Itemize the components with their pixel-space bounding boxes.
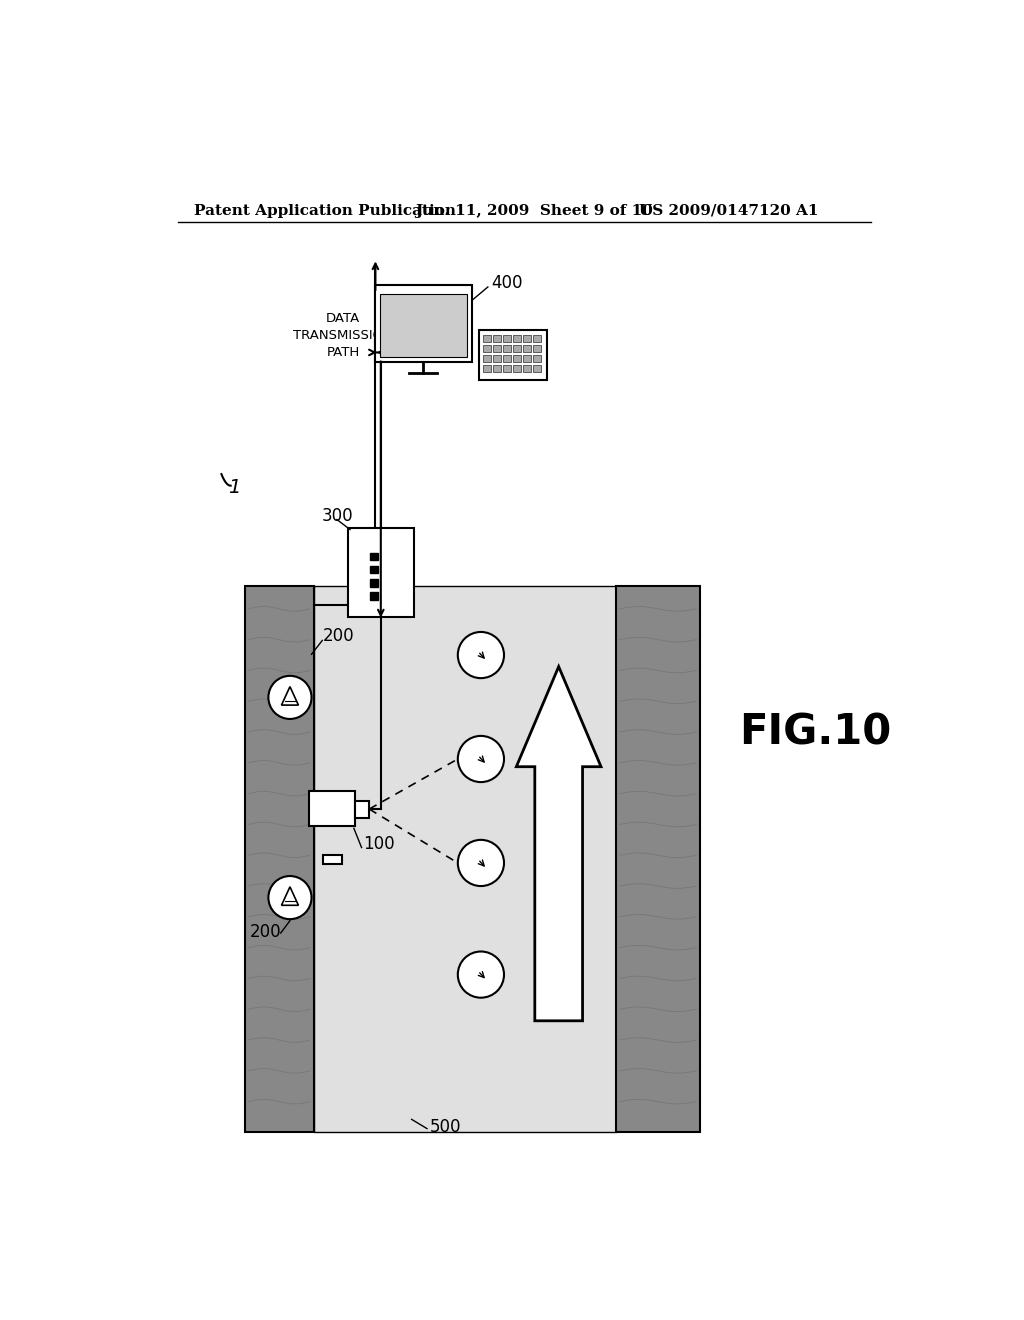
Bar: [323, 855, 342, 865]
Circle shape: [458, 952, 504, 998]
Bar: [348, 528, 414, 616]
Text: 500: 500: [429, 1118, 461, 1137]
Bar: [534, 364, 541, 372]
Text: US 2009/0147120 A1: US 2009/0147120 A1: [639, 203, 818, 218]
Bar: [494, 345, 501, 352]
Bar: [503, 335, 511, 342]
Text: 100: 100: [364, 834, 394, 853]
Circle shape: [458, 840, 504, 886]
Bar: [523, 364, 531, 372]
Bar: [483, 335, 490, 342]
Bar: [370, 578, 378, 586]
Bar: [503, 345, 511, 352]
Bar: [513, 355, 521, 363]
Bar: [503, 355, 511, 363]
Text: 200: 200: [250, 923, 282, 941]
Bar: [376, 285, 472, 363]
Bar: [503, 364, 511, 372]
Circle shape: [268, 876, 311, 919]
Text: Patent Application Publication: Patent Application Publication: [194, 203, 456, 218]
Bar: [523, 335, 531, 342]
Text: 200: 200: [323, 627, 354, 644]
Bar: [355, 800, 370, 817]
Bar: [513, 335, 521, 342]
Bar: [370, 591, 378, 599]
Circle shape: [458, 632, 504, 678]
Bar: [483, 345, 490, 352]
Bar: [483, 364, 490, 372]
Bar: [534, 355, 541, 363]
Polygon shape: [245, 586, 313, 1133]
Text: 1: 1: [227, 478, 240, 498]
Text: 300: 300: [322, 507, 353, 525]
Bar: [479, 330, 547, 380]
Text: DATA
TRANSMISSION
PATH: DATA TRANSMISSION PATH: [293, 313, 393, 359]
Bar: [370, 553, 378, 561]
Text: Jun. 11, 2009  Sheet 9 of 10: Jun. 11, 2009 Sheet 9 of 10: [416, 203, 653, 218]
Bar: [483, 355, 490, 363]
Bar: [523, 345, 531, 352]
Bar: [534, 335, 541, 342]
Bar: [380, 294, 467, 358]
Bar: [494, 355, 501, 363]
Bar: [513, 345, 521, 352]
Circle shape: [458, 737, 504, 781]
Text: 400: 400: [490, 275, 522, 292]
Text: FIG.10: FIG.10: [739, 711, 891, 752]
Bar: [494, 364, 501, 372]
Polygon shape: [313, 586, 615, 1133]
Bar: [523, 355, 531, 363]
Bar: [534, 345, 541, 352]
Polygon shape: [516, 667, 601, 1020]
Bar: [370, 566, 378, 573]
Bar: [494, 335, 501, 342]
Polygon shape: [615, 586, 700, 1133]
Bar: [513, 364, 521, 372]
Bar: [309, 792, 355, 826]
Circle shape: [268, 676, 311, 719]
